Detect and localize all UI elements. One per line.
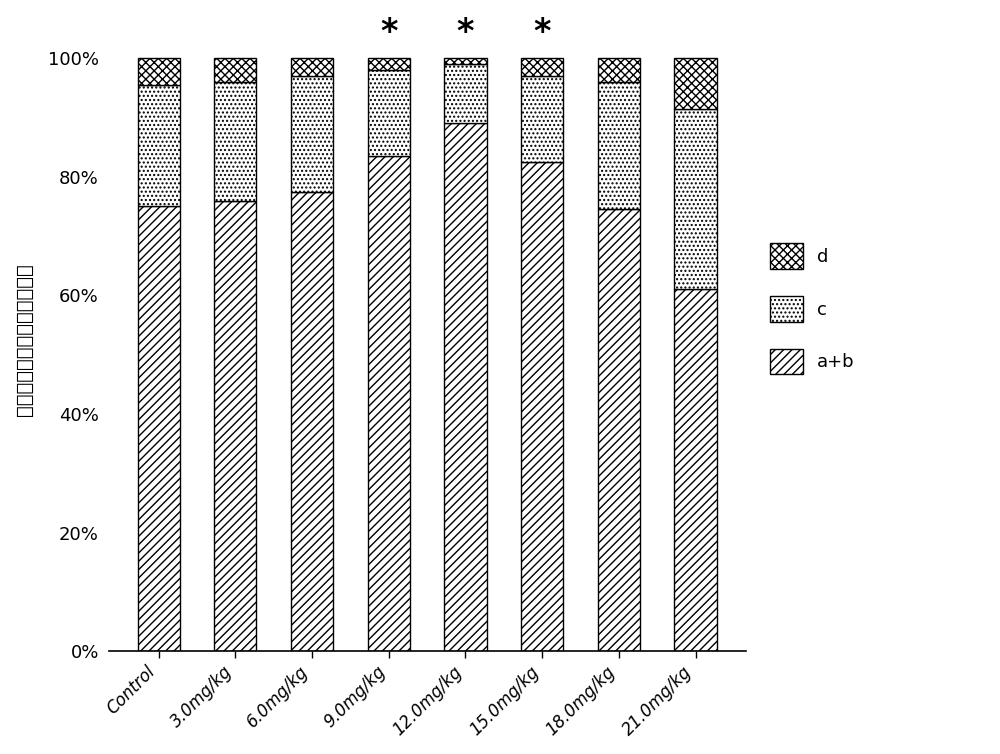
Bar xyxy=(444,64,487,124)
Bar xyxy=(291,76,333,192)
Y-axis label: 精子活力（占总精子的比値）: 精子活力（占总精子的比値） xyxy=(15,263,34,416)
Bar xyxy=(214,201,256,651)
Bar xyxy=(138,207,180,651)
Text: *: * xyxy=(533,17,551,50)
Bar xyxy=(291,58,333,76)
Bar xyxy=(521,58,563,76)
Bar xyxy=(598,210,640,651)
Bar xyxy=(674,109,717,290)
Bar xyxy=(214,82,256,201)
Bar xyxy=(214,58,256,82)
Bar xyxy=(598,58,640,82)
Bar xyxy=(368,58,410,70)
Bar xyxy=(521,162,563,651)
Bar xyxy=(444,58,487,64)
Text: *: * xyxy=(380,17,398,50)
Legend: d, c, a+b: d, c, a+b xyxy=(761,234,864,383)
Text: *: * xyxy=(457,17,474,50)
Bar xyxy=(521,76,563,162)
Bar xyxy=(674,58,717,109)
Bar xyxy=(598,82,640,210)
Bar xyxy=(444,124,487,651)
Bar xyxy=(138,58,180,85)
Bar xyxy=(291,192,333,651)
Bar xyxy=(138,85,180,207)
Bar xyxy=(674,290,717,651)
Bar xyxy=(368,156,410,651)
Bar xyxy=(368,70,410,156)
